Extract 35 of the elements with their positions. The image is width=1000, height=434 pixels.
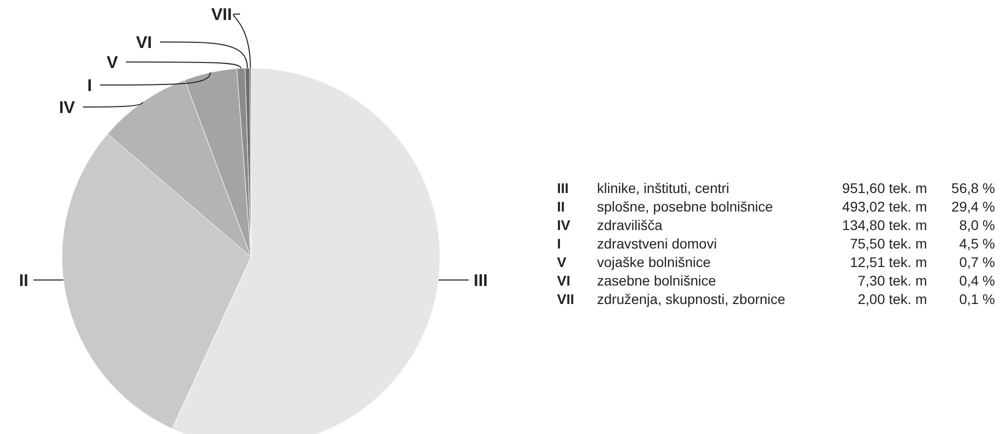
text: zasebne bolnišnice <box>597 272 716 288</box>
text: 0,4 % <box>959 272 995 288</box>
text: 2,00 tek. m <box>858 290 927 307</box>
category-label: VI <box>557 272 570 288</box>
text: klinike, inštituti, centri <box>597 180 730 196</box>
text: splošne, posebne bolnišnice <box>597 198 774 214</box>
text: 29,4 % <box>951 198 995 214</box>
slice-label: VII <box>211 4 232 24</box>
slice-label: II <box>18 270 28 290</box>
text: 12,51 tek. m <box>850 254 927 270</box>
text: zdravilišča <box>597 216 663 233</box>
text: 134,80 tek. m <box>842 216 927 233</box>
text: zdravstveni domovi <box>597 235 717 252</box>
slice-label: VI <box>136 32 152 52</box>
category-label: II <box>557 198 565 214</box>
text: 7,30 tek. m <box>858 272 927 288</box>
text: 951,60 tek. m <box>842 180 927 196</box>
text: 0,1 % <box>959 290 995 307</box>
category-label: I <box>557 235 561 252</box>
category-label: IV <box>557 216 570 233</box>
text: 56,8 % <box>951 180 995 196</box>
category-label: VII <box>557 290 574 307</box>
text: vojaške bolnišnice <box>597 254 711 270</box>
text: 4,5 % <box>959 235 995 252</box>
slice-label: IV <box>58 98 76 117</box>
slice-label: III <box>474 270 488 290</box>
text: 0,7 % <box>959 254 995 270</box>
text: združenja, skupnosti, zbornice <box>597 290 786 307</box>
text: 493,02 tek. m <box>842 198 927 214</box>
slice-label: I <box>87 76 92 95</box>
text: 8,0 % <box>959 216 995 233</box>
slice-label: III <box>557 180 569 196</box>
text: 75,50 tek. m <box>850 235 927 252</box>
category-label: V <box>557 254 566 270</box>
slice-label: V <box>106 52 119 72</box>
